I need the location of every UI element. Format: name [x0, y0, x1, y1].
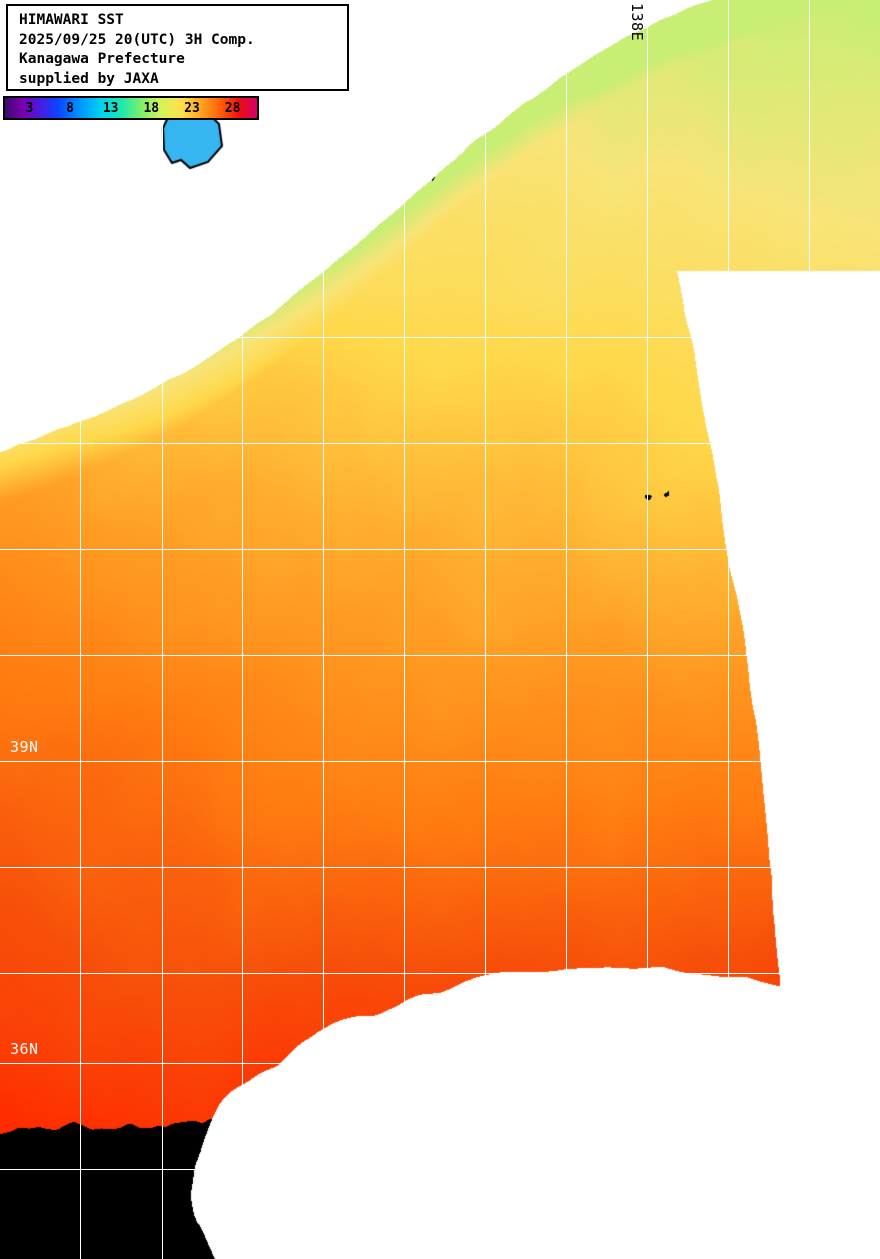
colorbar: 3 8 13 18 23 28: [3, 96, 259, 120]
colorbar-gradient: [5, 98, 257, 118]
colorbar-tick-3: 3: [25, 101, 34, 116]
title-box: HIMAWARI SST 2025/09/25 20(UTC) 3H Comp.…: [6, 4, 349, 91]
colorbar-tick-28: 28: [224, 101, 241, 116]
colorbar-tick-8: 8: [66, 101, 74, 116]
colorbar-tick-18: 18: [143, 101, 160, 116]
title-line-region: Kanagawa Prefecture: [19, 51, 185, 67]
title-line-datetime: 2025/09/25 20(UTC) 3H Comp.: [19, 31, 255, 48]
title-line-product: HIMAWARI SST: [19, 12, 124, 28]
colorbar-tick-23: 23: [184, 101, 200, 116]
colorbar-tick-13: 13: [102, 101, 119, 116]
title-line-credit: supplied by JAXA: [19, 70, 159, 87]
